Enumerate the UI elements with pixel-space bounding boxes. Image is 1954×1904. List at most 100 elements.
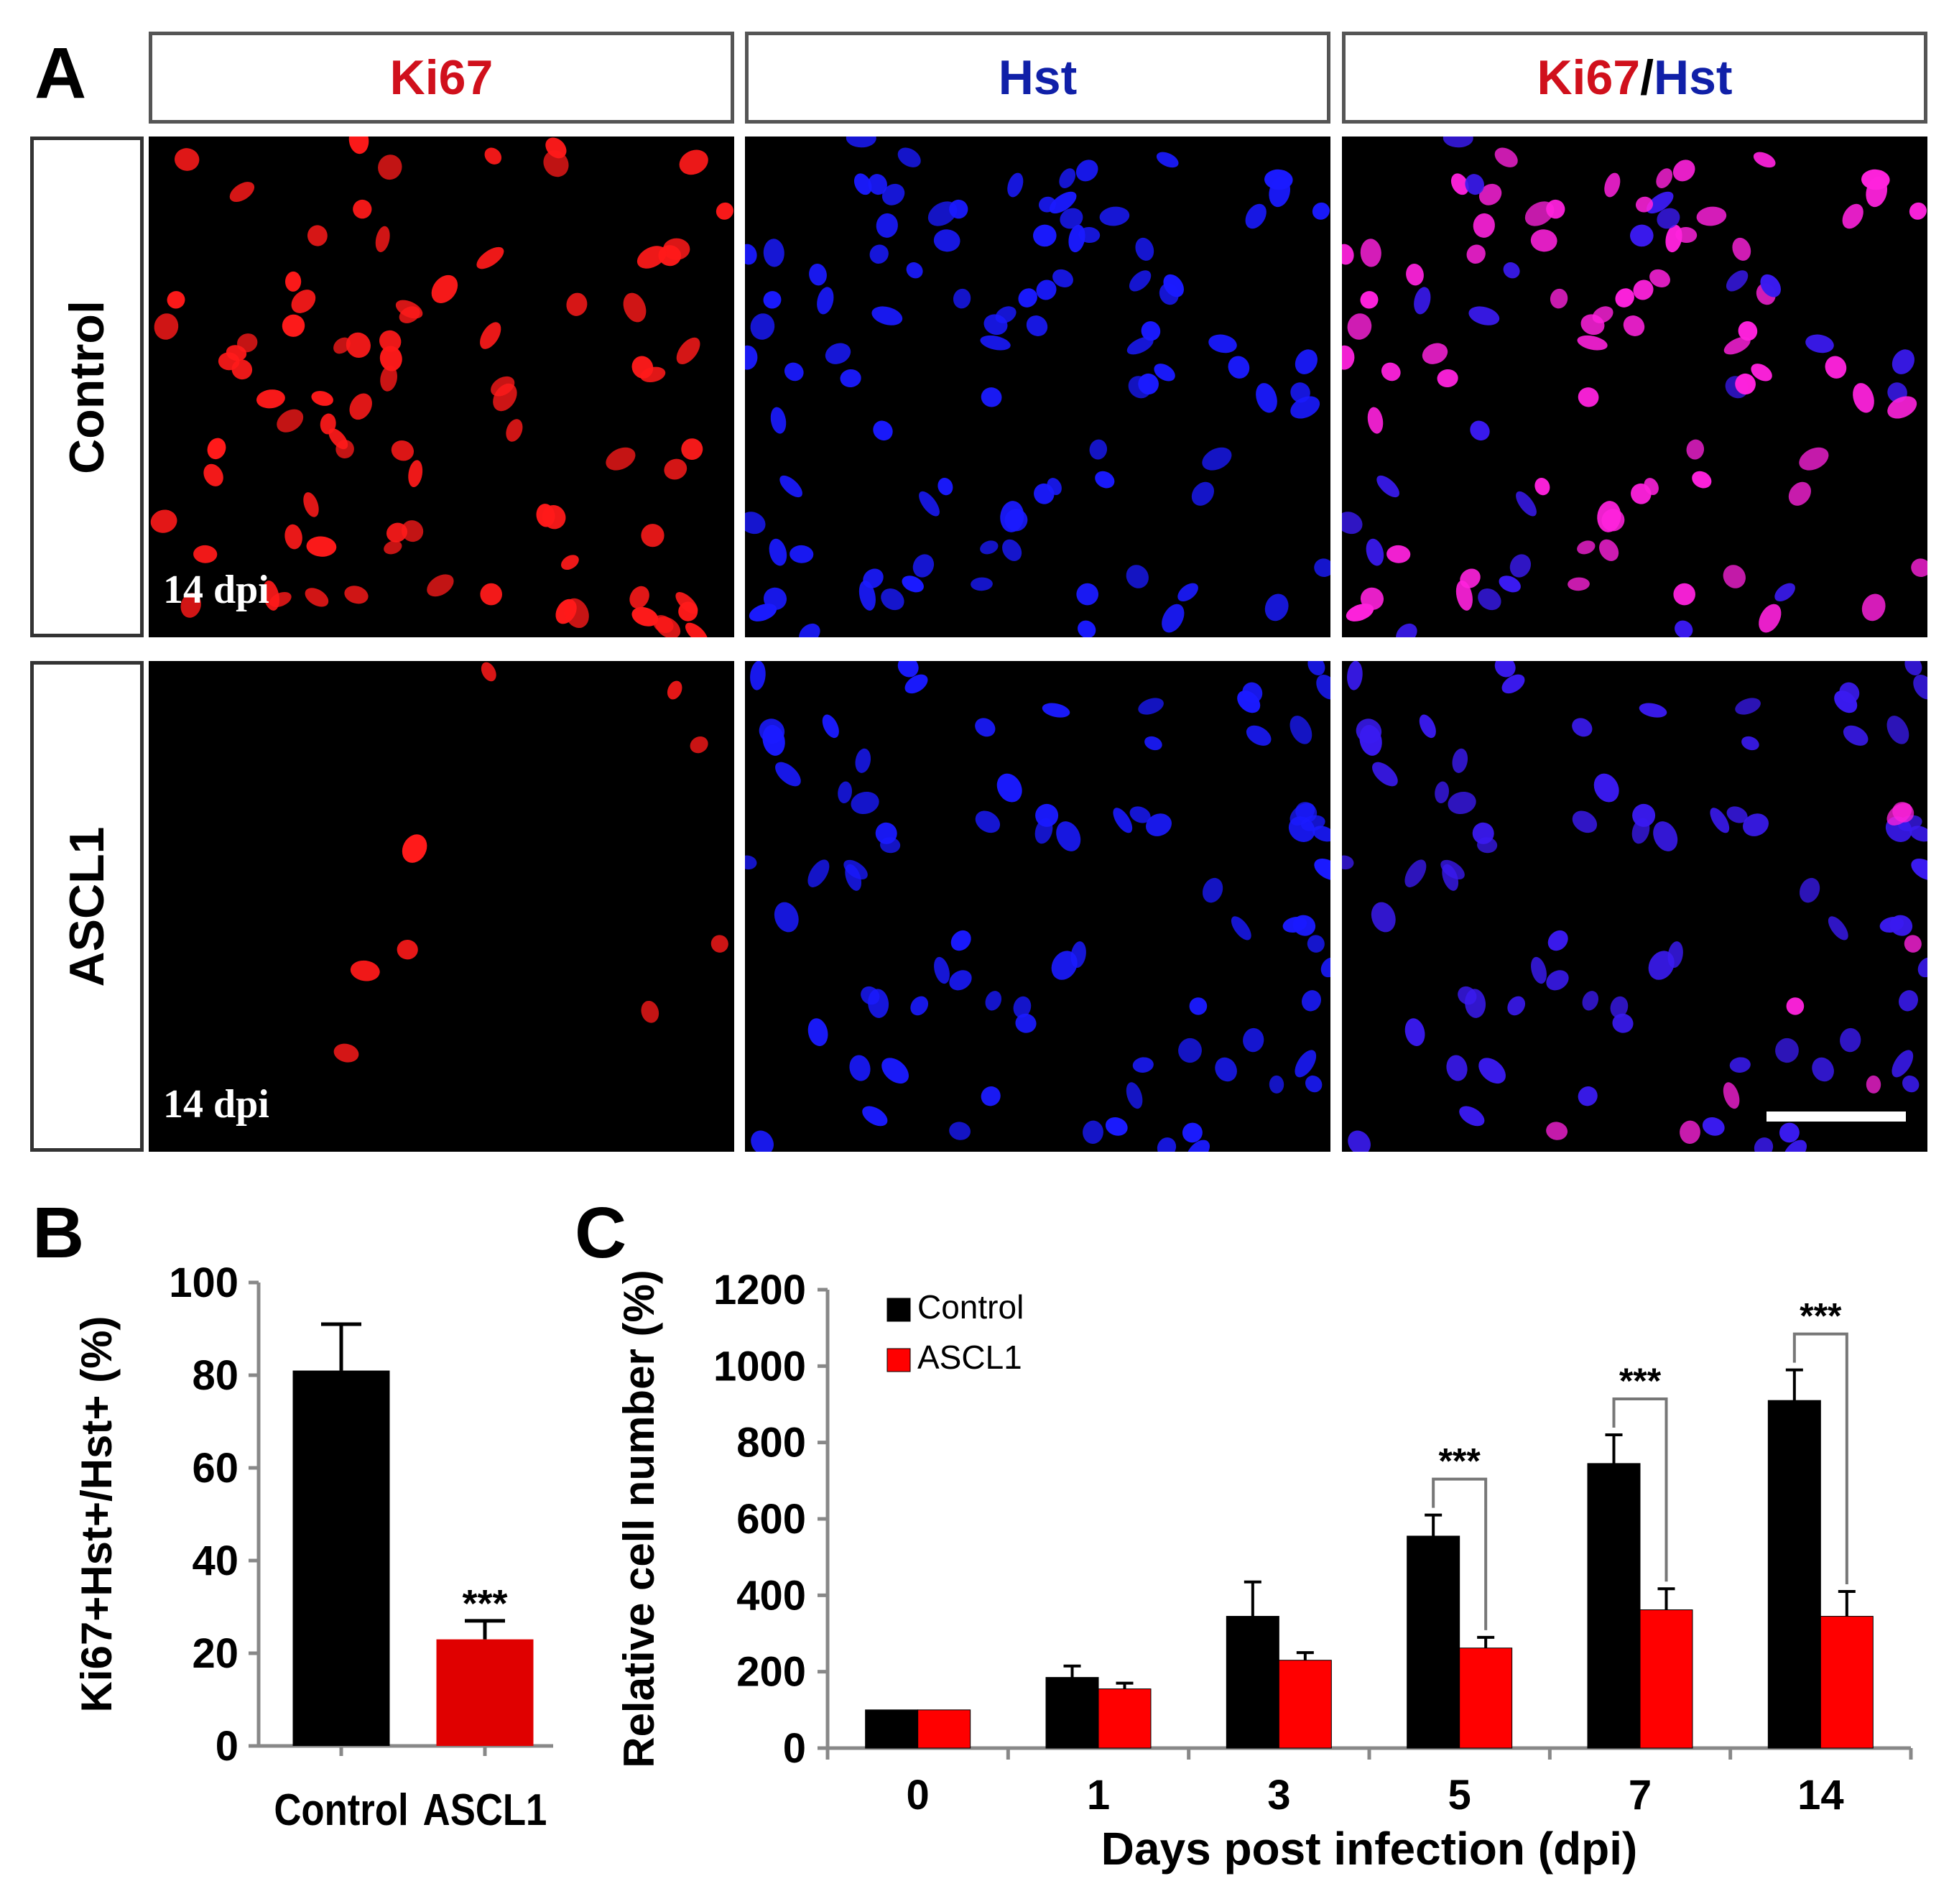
nucleus xyxy=(1741,736,1759,751)
nucleus xyxy=(1314,558,1330,578)
nucleus xyxy=(1443,137,1473,148)
nucleus xyxy=(1243,1027,1264,1053)
bar-control-3 xyxy=(1226,1616,1279,1749)
nucleus xyxy=(871,306,903,325)
nucleus xyxy=(397,939,418,960)
nucleus xyxy=(350,960,380,981)
nucleus xyxy=(1578,387,1599,407)
nucleus xyxy=(1478,588,1501,611)
nucleus xyxy=(1099,206,1130,226)
micrograph-ascl1-hst xyxy=(745,661,1330,1152)
nucleus xyxy=(561,555,579,570)
x-tick-label: 5 xyxy=(1448,1772,1471,1818)
nucleus xyxy=(631,606,659,627)
nucleus xyxy=(545,137,567,159)
nucleus xyxy=(1346,604,1374,621)
nucleus xyxy=(1208,334,1237,353)
nucleus xyxy=(1610,996,1629,1018)
nucleus xyxy=(1644,478,1659,496)
nucleus xyxy=(1568,577,1590,591)
nucleus xyxy=(1578,1086,1598,1106)
nucleus xyxy=(981,1086,1001,1106)
nucleus xyxy=(311,391,333,406)
y-tick-label: 800 xyxy=(736,1420,806,1466)
nucleus xyxy=(1623,315,1645,336)
nucleus xyxy=(1059,168,1076,189)
nucleus xyxy=(480,322,501,349)
y-tick-label: 100 xyxy=(169,1260,239,1306)
nucleus xyxy=(716,202,733,220)
nucleus xyxy=(749,604,777,621)
nucleus xyxy=(606,447,636,471)
significance-marker: *** xyxy=(462,1582,507,1625)
x-tick-label: ASCL1 xyxy=(423,1785,547,1835)
nucleus xyxy=(1917,957,1927,978)
nucleus xyxy=(1735,373,1756,395)
nucleus xyxy=(1189,997,1208,1015)
nucleus xyxy=(1295,349,1318,374)
nucleus xyxy=(770,407,787,434)
nucleus xyxy=(167,291,185,309)
nucleus xyxy=(745,512,766,535)
nucleus xyxy=(1788,481,1811,506)
nucleus xyxy=(1675,226,1698,244)
nucleus xyxy=(1909,202,1927,220)
timepoint-label: 14 dpi xyxy=(163,568,269,612)
nucleus xyxy=(1264,593,1289,621)
nucleus xyxy=(1743,813,1769,836)
nucleus xyxy=(1516,491,1537,517)
nucleus xyxy=(1904,661,1922,676)
nucleus xyxy=(750,661,766,690)
nucleus xyxy=(933,229,960,252)
nucleus xyxy=(1342,855,1354,870)
nucleus xyxy=(493,383,517,412)
nucleus xyxy=(1672,160,1695,182)
nucleus xyxy=(983,314,1008,336)
nucleus xyxy=(1632,803,1656,827)
nucleus xyxy=(484,147,502,165)
x-tick-label: 1 xyxy=(1087,1772,1110,1818)
nucleus xyxy=(919,491,940,517)
y-tick-label: 20 xyxy=(192,1630,239,1677)
nucleus xyxy=(1904,935,1922,953)
significance-bracket xyxy=(1792,1332,1848,1585)
nucleus xyxy=(328,428,348,450)
nucleus xyxy=(996,773,1022,803)
bar-control-14 xyxy=(1767,1400,1821,1749)
nucleus xyxy=(1774,583,1795,602)
nucleus xyxy=(1909,826,1927,842)
nucleus xyxy=(1422,343,1448,364)
nucleus xyxy=(861,986,880,1005)
nucleus xyxy=(949,199,968,219)
nucleus xyxy=(1202,447,1232,471)
nucleus xyxy=(1572,718,1593,737)
nucleus xyxy=(1550,288,1568,309)
nucleus xyxy=(1052,269,1073,287)
nucleus xyxy=(1191,481,1214,506)
nucleus xyxy=(1228,356,1250,379)
nucleus xyxy=(1156,152,1179,168)
nucleus xyxy=(1735,698,1761,715)
nucleus xyxy=(1056,821,1081,851)
nucleus xyxy=(1754,1137,1774,1152)
nucleus xyxy=(1312,826,1330,842)
panel-b-letter: B xyxy=(32,1193,84,1273)
nucleus xyxy=(849,1055,871,1081)
chart-b: B 0 20 40 60 80 100 Ki67+Hst+/Hst+ (%) Control AS… xyxy=(32,1193,553,1835)
significance-marker: *** xyxy=(1438,1441,1481,1482)
nucleus xyxy=(380,365,397,392)
row-header-control: Control xyxy=(30,137,144,637)
nucleus xyxy=(1840,1027,1861,1053)
nucleus xyxy=(1465,174,1484,195)
nucleus xyxy=(536,504,555,527)
significance-bracket xyxy=(1612,1397,1668,1582)
nucleus xyxy=(1396,623,1417,637)
nucleus xyxy=(1633,279,1654,300)
nucleus xyxy=(1078,226,1101,244)
nucleus xyxy=(1372,762,1398,787)
nucleus xyxy=(1723,565,1746,588)
nucleus xyxy=(1696,206,1727,226)
nucleus xyxy=(1759,604,1782,633)
timepoint-label: 14 dpi xyxy=(163,1082,269,1127)
nucleus xyxy=(237,333,258,353)
